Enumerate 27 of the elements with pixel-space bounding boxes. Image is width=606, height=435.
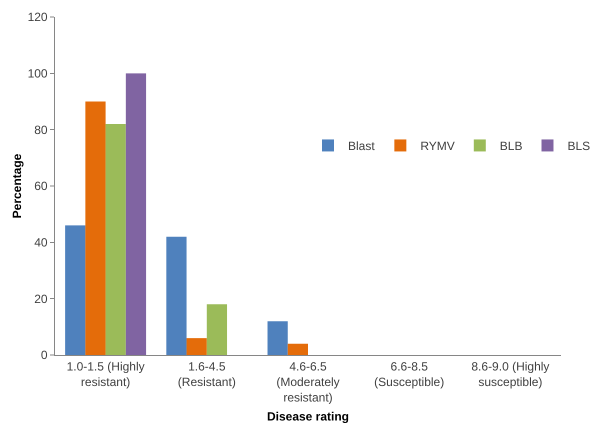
y-tick-label: 20 xyxy=(34,292,48,306)
bar xyxy=(106,124,126,355)
y-tick-label: 60 xyxy=(34,179,48,194)
bar xyxy=(65,225,86,355)
bar xyxy=(166,236,187,355)
bar xyxy=(85,102,106,355)
legend-label: RYMV xyxy=(420,139,455,154)
y-axis-title: Percentage xyxy=(10,153,24,218)
bar xyxy=(288,344,308,355)
x-tick-label: 1.6-4.5 (Resistant) xyxy=(178,359,236,389)
bar xyxy=(268,321,288,355)
y-tick-label: 0 xyxy=(40,348,48,362)
y-tick-label: 100 xyxy=(28,66,48,81)
y-tick-label: 80 xyxy=(34,122,48,137)
x-tick-label: 6.6-8.5 (Susceptible) xyxy=(374,359,444,389)
y-tick-label: 40 xyxy=(34,236,48,250)
legend-label: BLB xyxy=(500,139,522,154)
y-tick-label: 120 xyxy=(28,10,48,24)
x-tick-label: 8.6-9.0 (Highly susceptible) xyxy=(471,359,550,389)
bar xyxy=(126,73,146,355)
bar xyxy=(186,338,207,355)
x-axis-title: Disease rating xyxy=(266,410,350,424)
x-tick-label: 4.6-6.5 (Moderately resistant) xyxy=(276,359,340,405)
legend-label: Blast xyxy=(348,139,376,154)
legend-label: BLS xyxy=(567,139,590,154)
bar xyxy=(206,304,228,355)
x-tick-label: 1.0-1.5 (Highly resistant) xyxy=(66,359,145,389)
